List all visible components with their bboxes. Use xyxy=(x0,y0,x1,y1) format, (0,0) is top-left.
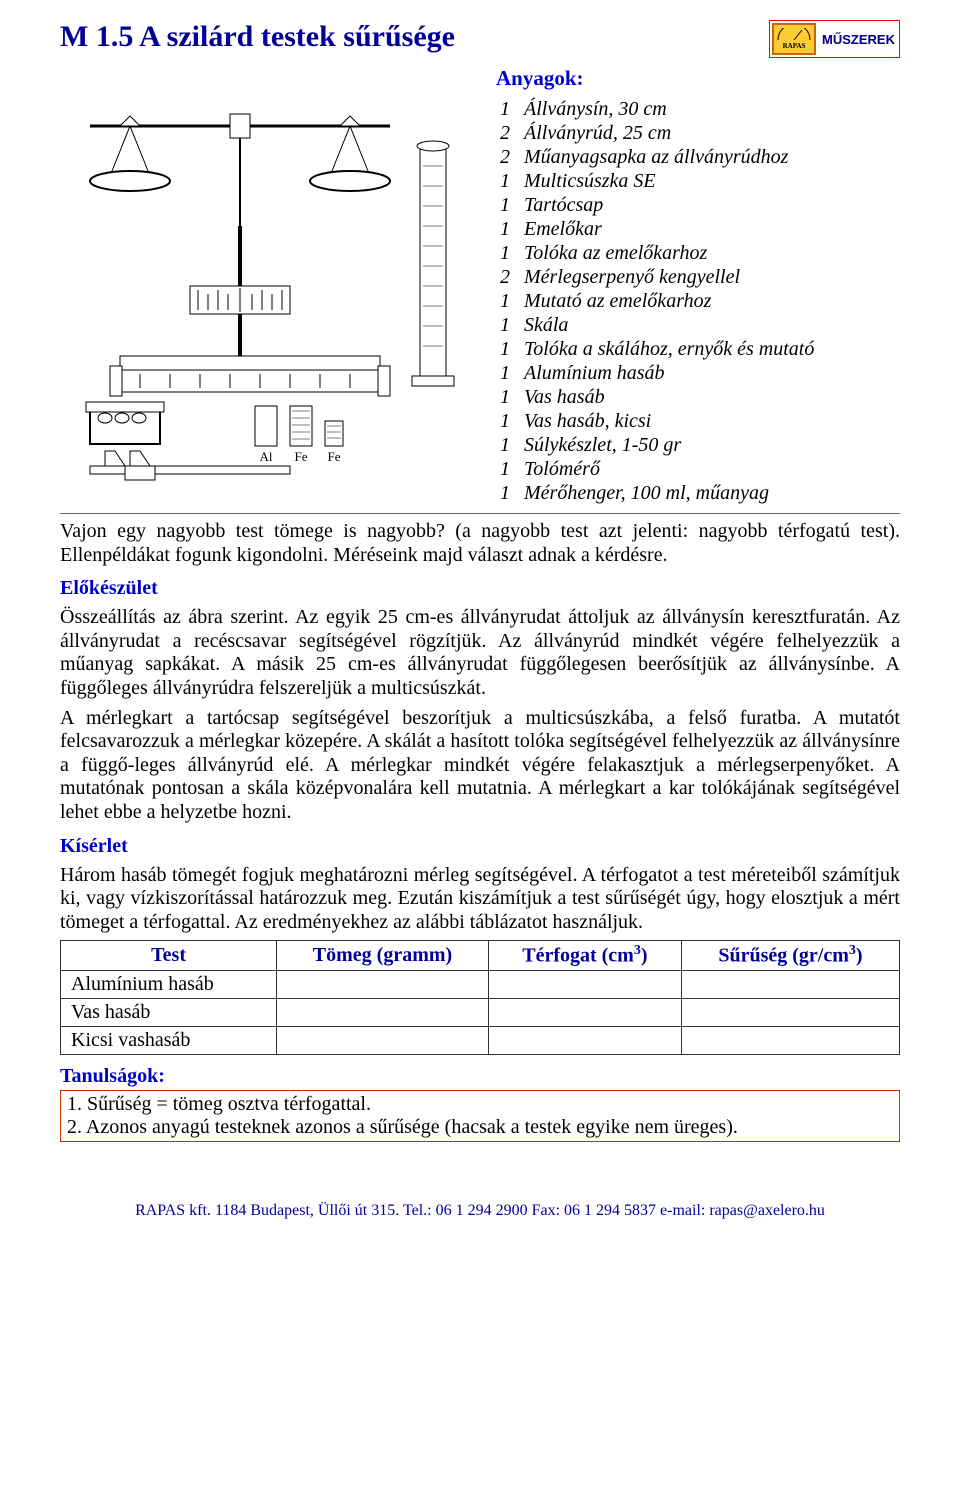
material-item: 1Multicsúszka SE xyxy=(496,169,900,193)
material-item: 1Mutató az emelőkarhoz xyxy=(496,289,900,313)
material-item: 1Vas hasáb, kicsi xyxy=(496,409,900,433)
lesson-item: 2. Azonos anyagú testeknek azonos a sűrű… xyxy=(67,1116,893,1139)
page-title: M 1.5 A szilárd testek sűrűsége xyxy=(60,20,455,54)
table-row: Kicsi vashasáb xyxy=(61,1026,900,1054)
experiment-heading: Kísérlet xyxy=(60,835,900,858)
svg-text:Fe: Fe xyxy=(328,449,341,464)
experiment-paragraph: Három hasáb tömegét fogjuk meghatározni … xyxy=(60,864,900,935)
materials-heading: Anyagok: xyxy=(496,66,900,91)
lesson-item: 1. Sűrűség = tömeg osztva térfogattal. xyxy=(67,1093,893,1116)
intro-paragraph: Vajon egy nagyobb test tömege is nagyobb… xyxy=(60,520,900,567)
table-row: Alumínium hasáb xyxy=(61,970,900,998)
prep-paragraph-2: A mérlegkart a tartócsap segítségével be… xyxy=(60,707,900,825)
logo-tag-text: MŰSZEREK xyxy=(820,32,897,47)
material-item: 1Tartócsap xyxy=(496,193,900,217)
material-item: 1Tolóka az emelőkarhoz xyxy=(496,241,900,265)
table-column-header: Test xyxy=(61,941,277,971)
material-item: 1Mérőhenger, 100 ml, műanyag xyxy=(496,481,900,505)
prep-heading: Előkészület xyxy=(60,577,900,600)
svg-text:Al: Al xyxy=(260,449,273,464)
svg-text:Fe: Fe xyxy=(295,449,308,464)
material-item: 2Állványrúd, 25 cm xyxy=(496,121,900,145)
material-item: 1Állványsín, 30 cm xyxy=(496,97,900,121)
lessons-heading: Tanulságok: xyxy=(60,1065,900,1088)
table-column-header: Sűrűség (gr/cm3) xyxy=(681,941,899,971)
material-item: 1Tolómérő xyxy=(496,457,900,481)
material-item: 1Alumínium hasáb xyxy=(496,361,900,385)
material-item: 1Emelőkar xyxy=(496,217,900,241)
table-column-header: Tömeg (gramm) xyxy=(277,941,489,971)
material-item: 2Műanyagsapka az állványrúdhoz xyxy=(496,145,900,169)
page-footer: RAPAS kft. 1184 Budapest, Üllői út 315. … xyxy=(60,1202,900,1220)
materials-panel: Anyagok: 1Állványsín, 30 cm2Állványrúd, … xyxy=(490,66,900,513)
material-item: 1Tolóka a skálához, ernyők és mutató xyxy=(496,337,900,361)
material-item: 1Vas hasáb xyxy=(496,385,900,409)
material-item: 2Mérlegserpenyő kengyellel xyxy=(496,265,900,289)
apparatus-diagram: Al Fe Fe xyxy=(60,66,480,496)
table-row: Vas hasáb xyxy=(61,998,900,1026)
logo-brand-text: RAPAS xyxy=(774,42,814,50)
table-column-header: Térfogat (cm3) xyxy=(488,941,681,971)
brand-logo: RAPAS MŰSZEREK xyxy=(769,20,900,58)
results-table: TestTömeg (gramm)Térfogat (cm3)Sűrűség (… xyxy=(60,940,900,1055)
lessons-box: 1. Sűrűség = tömeg osztva térfogattal. 2… xyxy=(60,1090,900,1142)
prep-paragraph-1: Összeállítás az ábra szerint. Az egyik 2… xyxy=(60,606,900,700)
material-item: 1Súlykészlet, 1-50 gr xyxy=(496,433,900,457)
material-item: 1Skála xyxy=(496,313,900,337)
